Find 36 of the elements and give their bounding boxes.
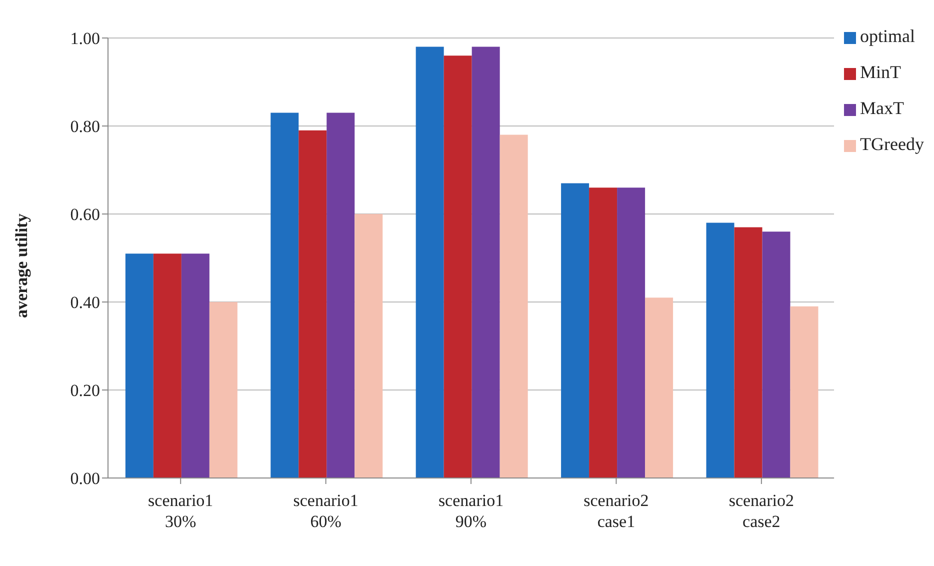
bar xyxy=(270,112,299,478)
x-tick-label: scenario1 60% xyxy=(293,491,358,531)
y-tick-label: 0.20 xyxy=(70,381,100,400)
legend-label: optimal xyxy=(860,26,916,46)
x-tick-label: scenario1 30% xyxy=(148,491,214,531)
legend-label: MinT xyxy=(860,62,902,82)
legend-label: TGreedy xyxy=(860,134,924,154)
y-tick-label: 0.00 xyxy=(70,469,100,488)
bar xyxy=(762,232,790,478)
y-tick-label: 0.60 xyxy=(70,205,100,224)
bar xyxy=(298,130,327,478)
bar xyxy=(326,112,355,478)
bar xyxy=(790,306,818,478)
x-tick-label: scenario2 case2 xyxy=(728,491,794,531)
bar xyxy=(181,254,210,478)
x-tick-label: scenario1 90% xyxy=(438,491,504,531)
y-tick-label: 0.80 xyxy=(70,117,100,136)
bar xyxy=(125,254,154,478)
bar xyxy=(153,254,182,478)
bar xyxy=(561,183,590,478)
y-tick-label: 1.00 xyxy=(70,29,100,48)
bar xyxy=(589,188,618,478)
bar xyxy=(354,214,383,478)
bar xyxy=(734,227,762,478)
y-axis-title: average utility xyxy=(12,213,32,318)
y-tick-label: 0.40 xyxy=(70,293,100,312)
bar xyxy=(416,46,444,478)
bar xyxy=(472,46,500,478)
bar xyxy=(209,302,238,478)
bar xyxy=(706,222,734,478)
legend-label: MaxT xyxy=(860,98,904,118)
bar xyxy=(444,56,472,478)
x-tick-label: scenario2 case1 xyxy=(584,491,649,531)
bar xyxy=(500,134,528,478)
bar xyxy=(645,298,674,478)
bar xyxy=(617,188,646,478)
